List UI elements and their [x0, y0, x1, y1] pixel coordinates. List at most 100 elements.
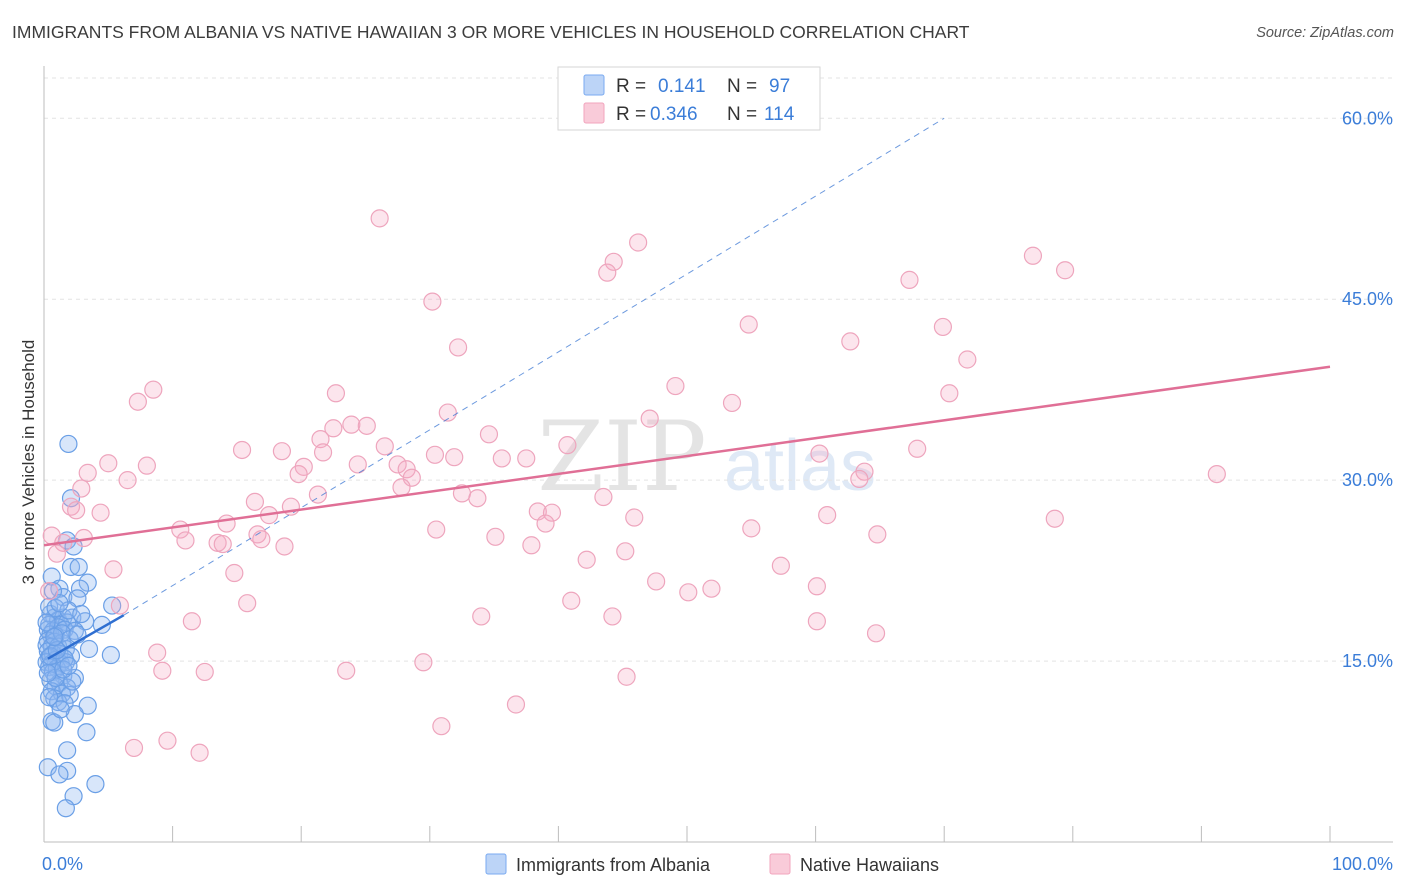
data-point [137, 456, 156, 475]
series-albania [37, 434, 122, 818]
data-point [103, 596, 122, 615]
data-point [78, 463, 97, 482]
legend-swatch-albania [583, 74, 605, 96]
data-point [124, 738, 144, 758]
data-point [438, 403, 457, 422]
trend-line-albania-extension [123, 117, 945, 616]
data-point [232, 440, 252, 460]
data-point [59, 434, 78, 454]
trend-line-hawaiian [43, 365, 1331, 547]
x-tick-label: 0.0% [42, 854, 83, 874]
data-point [326, 384, 346, 403]
axes [43, 66, 1393, 843]
data-point [472, 607, 491, 626]
data-point [414, 653, 433, 672]
data-point [311, 430, 330, 449]
data-point [99, 454, 118, 473]
data-point [337, 661, 356, 680]
data-point [144, 380, 163, 399]
data-point [217, 514, 236, 533]
legend-r-value-albania: 0.141 [658, 76, 706, 97]
data-point [933, 317, 953, 337]
data-point [67, 501, 86, 520]
data-point [86, 774, 105, 794]
data-point [128, 392, 147, 411]
bottom-legend-label-hawaiian: Native Hawaiians [800, 855, 939, 875]
legend-n-value-hawaiian: 114 [764, 104, 795, 125]
data-point [69, 557, 88, 577]
series-layer [37, 117, 1331, 818]
data-point [47, 544, 66, 563]
data-point [807, 612, 826, 631]
data-point [479, 425, 499, 444]
data-point [742, 519, 761, 538]
data-point [324, 419, 343, 438]
data-point [810, 444, 829, 463]
data-point [1055, 261, 1075, 280]
data-point [702, 579, 721, 598]
legend-n-label: N = [727, 76, 757, 97]
data-point [313, 443, 333, 462]
data-point [392, 478, 411, 497]
watermark: ZIP atlas [537, 401, 876, 513]
data-point [616, 542, 635, 561]
data-point [148, 643, 167, 662]
data-point [289, 464, 308, 484]
data-point [79, 639, 99, 659]
data-point [423, 292, 442, 311]
data-point [558, 436, 577, 455]
y-tick-label: 45.0% [1342, 289, 1393, 309]
data-point [348, 455, 367, 474]
data-point [357, 416, 376, 435]
data-point [818, 506, 837, 525]
legend-r-label: R = [616, 76, 646, 97]
data-point [45, 627, 64, 647]
trend-line-albania [47, 614, 125, 660]
legend-r-label: R = [616, 104, 646, 125]
data-point [78, 696, 97, 715]
tick-labels: 15.0% 30.0% 45.0% 60.0% 0.0% 100.0% [42, 108, 1393, 874]
data-point [388, 455, 407, 474]
data-point [666, 376, 685, 396]
data-point [77, 723, 96, 742]
y-tick-label: 15.0% [1342, 651, 1393, 671]
data-point [866, 624, 886, 643]
data-point [38, 758, 57, 777]
data-point [238, 594, 257, 613]
y-tick-label: 60.0% [1342, 108, 1393, 128]
y-tick-label: 30.0% [1342, 470, 1393, 490]
data-point [425, 445, 445, 464]
data-point [252, 530, 271, 549]
data-point [272, 442, 292, 461]
data-point [542, 503, 562, 522]
chart-title: IMMIGRANTS FROM ALBANIA VS NATIVE HAWAII… [12, 22, 970, 42]
data-point [40, 581, 59, 601]
data-point [432, 717, 451, 736]
data-point [958, 350, 977, 369]
bottom-legend-swatch-albania [485, 853, 507, 875]
data-point [598, 263, 617, 282]
data-point [492, 449, 511, 468]
data-point [522, 536, 541, 555]
data-point [722, 393, 742, 413]
data-point [110, 596, 129, 615]
data-point [617, 667, 636, 686]
x-tick-label: 100.0% [1332, 854, 1393, 874]
data-point [427, 520, 446, 539]
grid [44, 77, 1393, 662]
data-point [1045, 509, 1064, 528]
data-point [375, 437, 394, 456]
data-point [679, 583, 698, 602]
chart-source: Source: ZipAtlas.com [1256, 25, 1394, 41]
data-point [577, 550, 596, 569]
data-point [38, 664, 57, 683]
data-point [72, 479, 91, 498]
data-point [118, 471, 137, 490]
data-point [468, 489, 487, 508]
data-point [647, 572, 666, 591]
data-point [536, 514, 555, 533]
data-point [40, 688, 59, 707]
legend-r-value-hawaiian: 0.346 [650, 104, 698, 125]
data-point [153, 661, 172, 680]
